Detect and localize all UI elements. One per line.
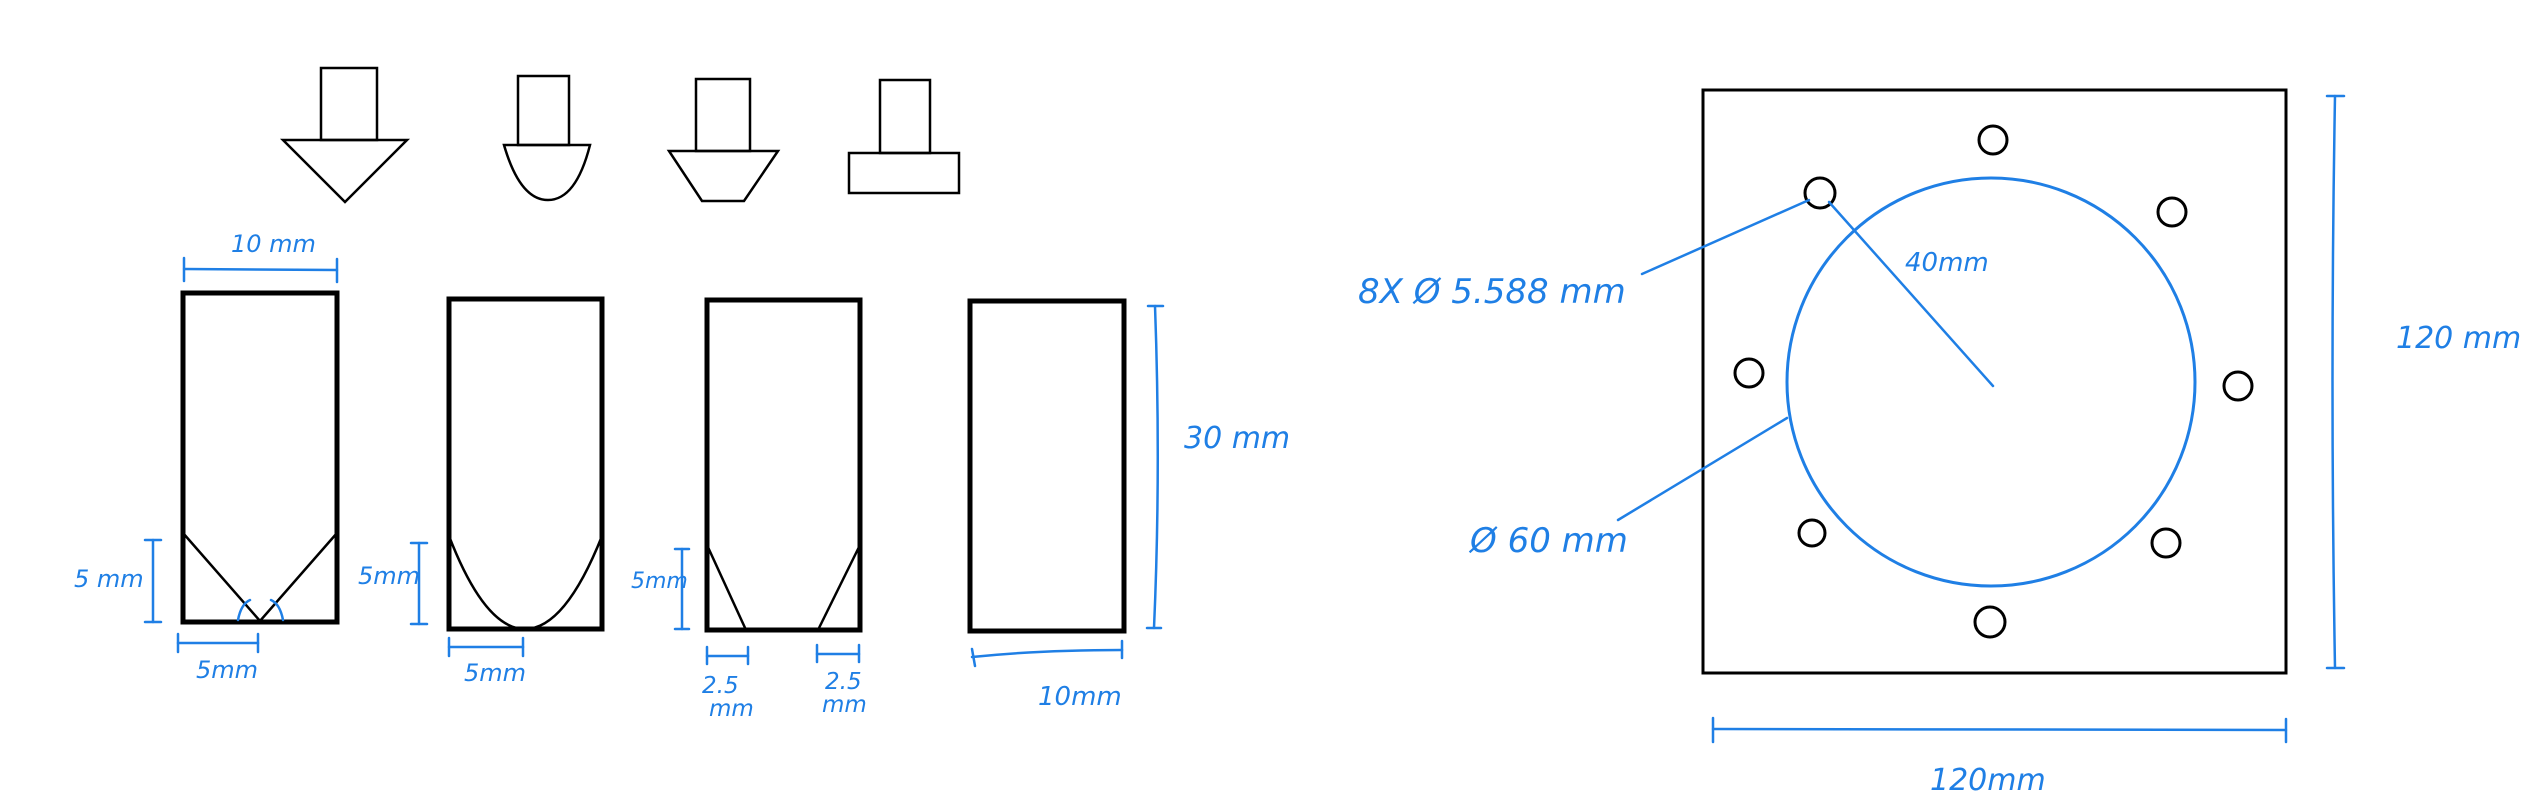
dimension-5mm-width-a xyxy=(176,632,260,654)
label-2-5-left-num: 2.5 xyxy=(702,673,739,699)
label-radius-40mm: 40mm xyxy=(1905,248,1989,278)
bore-60mm-leader xyxy=(1616,416,1789,522)
specimen-round-tip xyxy=(446,296,605,632)
radius-40mm-leader xyxy=(1827,200,1995,388)
specimen-v-tip xyxy=(180,290,340,625)
round-tip-icon xyxy=(502,74,592,202)
dimension-2-5mm-right xyxy=(815,643,861,664)
holes-callout-leader xyxy=(1640,198,1811,276)
dimension-2-5mm-left xyxy=(705,645,750,666)
label-30mm: 30 mm xyxy=(1184,421,1290,456)
dimension-plate-width xyxy=(1711,716,2288,744)
v-tip-icon xyxy=(279,66,411,204)
label-2-5-left-unit: mm xyxy=(709,696,754,722)
label-2-5-right-unit: mm xyxy=(822,692,867,718)
label-plate-height: 120 mm xyxy=(2396,321,2521,356)
dimension-5mm-depth-a xyxy=(143,538,163,624)
label-bore-60mm: Ø 60 mm xyxy=(1468,521,1628,561)
specimen-flat-tip xyxy=(967,298,1127,634)
dimension-plate-height xyxy=(2325,94,2346,670)
label-5mm-depth-a: 5 mm xyxy=(74,565,144,593)
label-5mm-width-a: 5mm xyxy=(196,656,258,684)
dimension-5mm-width-b xyxy=(447,636,525,658)
label-holes-callout: 8X Ø 5.588 mm xyxy=(1358,272,1626,312)
bore-circle xyxy=(1785,176,2197,588)
label-10mm-top: 10 mm xyxy=(231,230,316,258)
specimen-truncated-tip xyxy=(704,297,863,633)
label-10mm-bottom: 10mm xyxy=(1038,682,1122,712)
bolt-holes xyxy=(1733,124,2254,639)
dimension-5mm-depth-b xyxy=(409,541,429,626)
dimension-10mm-bottom xyxy=(970,639,1124,668)
flat-tip-icon xyxy=(847,78,961,195)
label-2-5-right-num: 2.5 xyxy=(825,669,862,695)
label-plate-width: 120mm xyxy=(1930,763,2046,796)
truncated-tip-icon xyxy=(666,77,781,203)
dimension-5mm-depth-c xyxy=(673,547,691,631)
label-5mm-depth-c: 5mm xyxy=(631,569,688,594)
square-plate xyxy=(1701,88,2288,675)
label-5mm-depth-b: 5mm xyxy=(358,562,420,590)
dimension-10mm-top xyxy=(182,256,339,284)
label-5mm-width-b: 5mm xyxy=(464,659,526,687)
dimension-30mm xyxy=(1145,304,1165,630)
